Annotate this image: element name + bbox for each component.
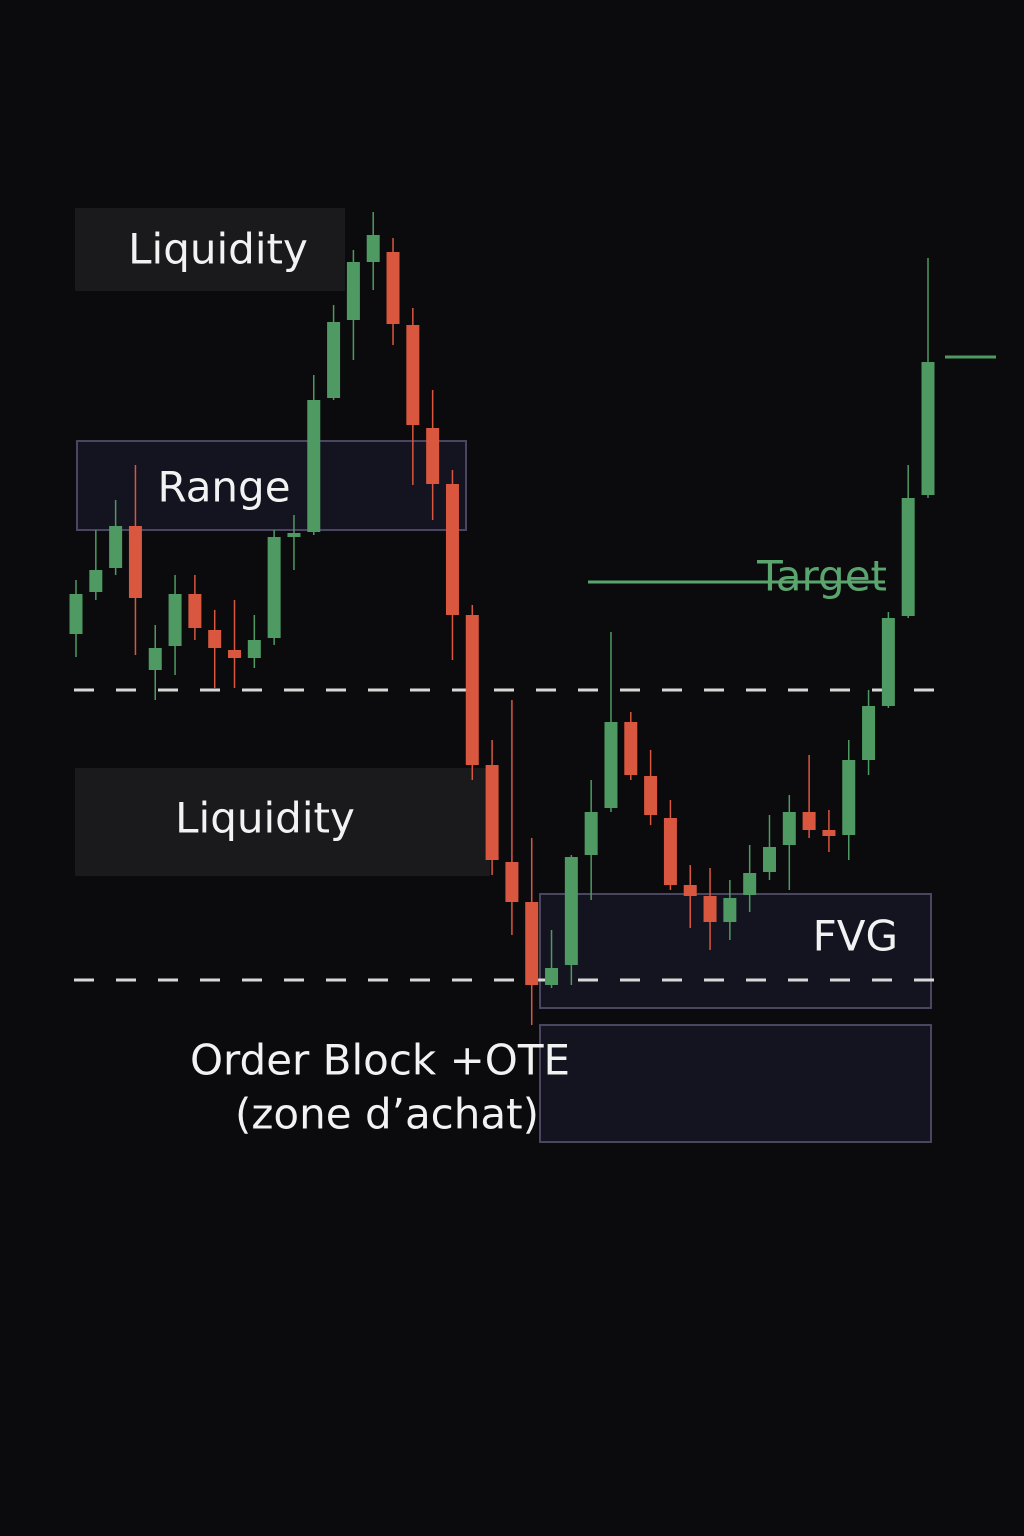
candle-body xyxy=(584,812,598,855)
candle-body xyxy=(644,776,658,815)
candle-body xyxy=(168,594,182,646)
candle-body xyxy=(762,847,776,872)
label: Order Block +OTE xyxy=(190,1036,570,1085)
candle-body xyxy=(445,484,459,615)
candle-body xyxy=(604,722,618,808)
range-box xyxy=(76,440,467,531)
liquidity-box xyxy=(75,208,345,291)
label: Liquidity xyxy=(175,794,355,843)
candle-body xyxy=(545,968,559,985)
candle-body xyxy=(406,325,420,425)
order-block-box xyxy=(539,1024,932,1143)
label: Liquidity xyxy=(128,225,308,274)
candle-body xyxy=(862,706,876,760)
label: (zone d’achat) xyxy=(235,1090,539,1139)
candle-body xyxy=(842,760,856,835)
candle-body xyxy=(525,902,539,985)
liquidity-box xyxy=(75,768,490,876)
candle-body xyxy=(663,818,677,885)
candle-body xyxy=(822,830,836,836)
candle-body xyxy=(89,570,103,592)
candle-body xyxy=(881,618,895,706)
candle-body xyxy=(723,898,737,922)
candle-body xyxy=(128,526,142,598)
label: FVG xyxy=(813,912,898,961)
candle-body xyxy=(921,362,935,495)
candle-body xyxy=(624,722,638,775)
candle-body xyxy=(148,648,162,670)
candle-body xyxy=(802,812,816,830)
candle-body xyxy=(267,537,281,638)
candle-body xyxy=(327,322,341,398)
candle-body xyxy=(208,630,222,648)
target-label: Target xyxy=(756,552,887,601)
candle-body xyxy=(287,533,301,537)
candle-body xyxy=(307,400,321,532)
candle-body xyxy=(465,615,479,765)
candle-body xyxy=(69,594,83,634)
label: Range xyxy=(157,463,290,512)
candle-body xyxy=(109,526,123,568)
candle-body xyxy=(247,640,261,658)
candle-body xyxy=(426,428,440,484)
candle-body xyxy=(901,498,915,616)
candle-body xyxy=(683,885,697,896)
candle-body xyxy=(366,235,380,262)
candle-body xyxy=(228,650,242,658)
candle-body xyxy=(703,896,717,922)
candle-body xyxy=(188,594,202,628)
candle-body xyxy=(485,765,499,860)
candle-body xyxy=(564,857,578,965)
candle-body xyxy=(346,262,360,320)
candle-body xyxy=(505,862,519,902)
candle-body xyxy=(386,252,400,324)
candle-body xyxy=(743,873,757,895)
candle-body xyxy=(782,812,796,845)
